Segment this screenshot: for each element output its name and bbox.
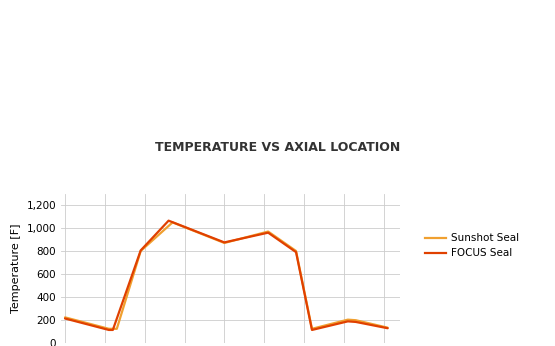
FOCUS Seal: [105, 328, 112, 332]
FOCUS Seal: [384, 326, 391, 330]
Y-axis label: Temperature [F]: Temperature [F]: [11, 224, 21, 313]
FOCUS Seal: [62, 317, 68, 321]
Line: FOCUS Seal: FOCUS Seal: [65, 221, 387, 330]
FOCUS Seal: [138, 248, 144, 253]
Sunshot Seal: [345, 318, 351, 322]
Line: Sunshot Seal: Sunshot Seal: [65, 222, 387, 329]
Sunshot Seal: [62, 315, 68, 319]
Sunshot Seal: [113, 327, 120, 331]
Sunshot Seal: [138, 249, 144, 253]
FOCUS Seal: [221, 240, 228, 245]
Sunshot Seal: [292, 249, 299, 253]
Text: TEMPERATURE VS AXIAL LOCATION: TEMPERATURE VS AXIAL LOCATION: [155, 142, 400, 154]
Sunshot Seal: [265, 229, 271, 234]
FOCUS Seal: [352, 320, 359, 324]
FOCUS Seal: [265, 230, 271, 235]
Sunshot Seal: [105, 327, 112, 331]
Sunshot Seal: [169, 220, 176, 225]
FOCUS Seal: [109, 328, 116, 332]
Legend: Sunshot Seal, FOCUS Seal: Sunshot Seal, FOCUS Seal: [421, 229, 523, 263]
FOCUS Seal: [345, 319, 351, 324]
Sunshot Seal: [352, 318, 359, 322]
FOCUS Seal: [165, 219, 172, 223]
Sunshot Seal: [384, 326, 391, 330]
FOCUS Seal: [292, 250, 299, 254]
FOCUS Seal: [309, 328, 315, 332]
Sunshot Seal: [221, 241, 228, 245]
Sunshot Seal: [309, 327, 315, 331]
